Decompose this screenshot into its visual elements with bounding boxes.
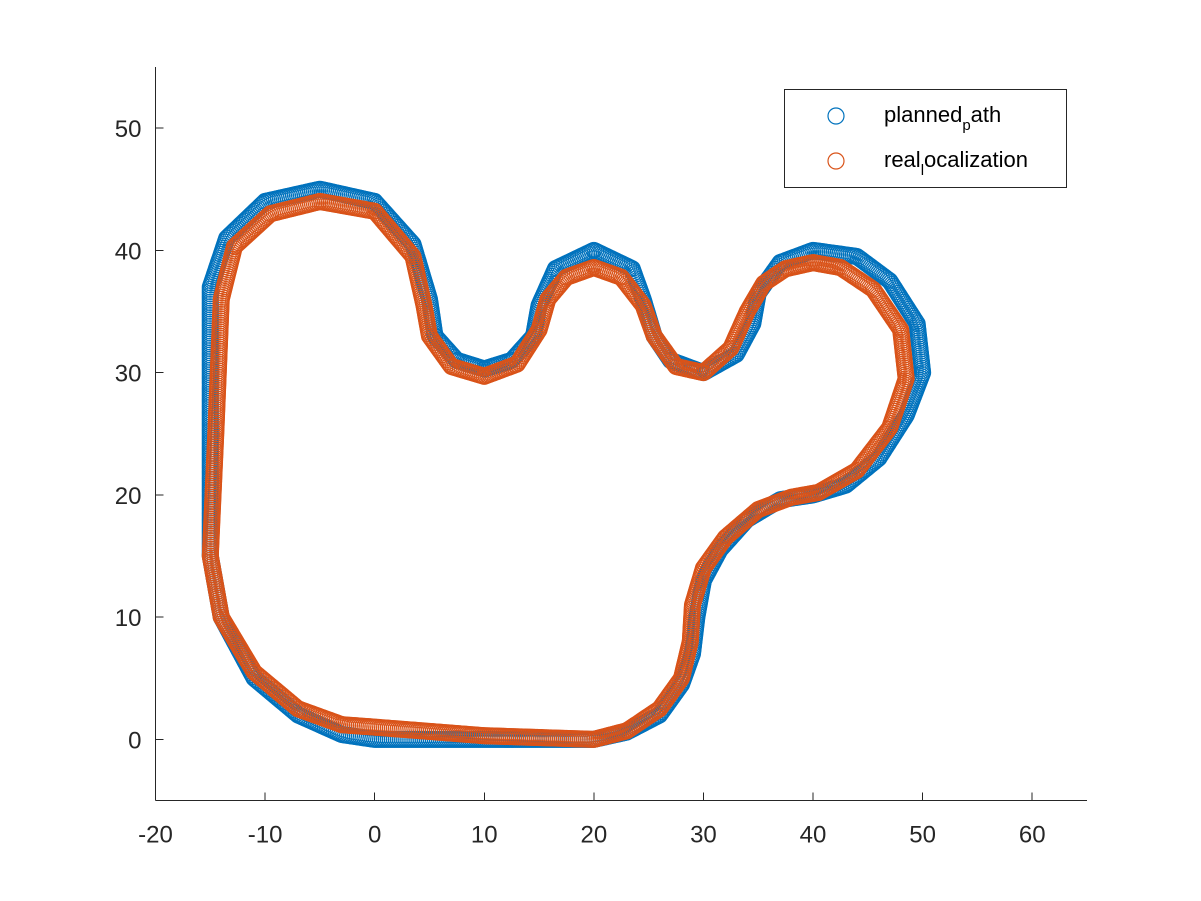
x-tick-label: -20 (138, 822, 173, 849)
legend-box (784, 89, 1067, 188)
legend-label-real-rest: ocalization (924, 147, 1028, 172)
x-tick-label: 60 (1019, 822, 1046, 849)
y-tick-label: 10 (115, 605, 142, 632)
y-axis-ticks: 0 10 20 30 40 50 (115, 116, 164, 754)
y-tick-label: 0 (128, 727, 141, 754)
series-1-point (844, 463, 862, 481)
series-1 (201, 192, 915, 748)
series-1-point (670, 673, 688, 691)
x-tick-label: 10 (471, 822, 498, 849)
y-tick-label: 30 (115, 361, 142, 388)
x-axis-ticks: -20 -10 0 10 20 30 40 50 60 (138, 792, 1046, 849)
y-tick-label: 40 (115, 238, 142, 265)
legend: plannedpath reallocalization (784, 89, 1067, 188)
series-0-point (364, 730, 382, 748)
x-tick-label: 30 (690, 822, 717, 849)
series-1-point (364, 718, 382, 736)
legend-label-real-base: real (884, 147, 921, 172)
x-tick-label: 20 (581, 822, 608, 849)
legend-label-real-localization: reallocalization (884, 147, 1028, 179)
legend-marker-planned-path (827, 107, 845, 125)
y-tick-label: 20 (115, 483, 142, 510)
plot-area (201, 180, 932, 748)
x-tick-label: 50 (909, 822, 936, 849)
y-tick-label: 50 (115, 116, 142, 143)
x-tick-label: 0 (368, 822, 381, 849)
x-tick-label: -10 (248, 822, 283, 849)
legend-marker-real-localization (827, 152, 845, 170)
legend-label-planned-rest: ath (971, 102, 1002, 127)
legend-label-planned-path: plannedpath (884, 102, 1001, 134)
legend-label-planned-base: planned (884, 102, 962, 127)
x-tick-label: 40 (800, 822, 827, 849)
legend-label-real-sub: l (921, 162, 924, 179)
legend-label-planned-sub: p (962, 117, 970, 134)
